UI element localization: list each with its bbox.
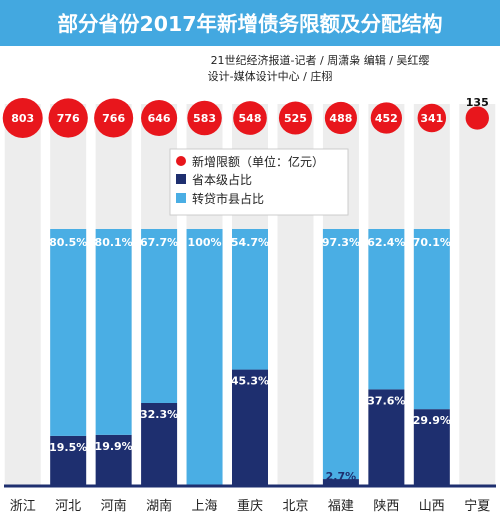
category-label: 山西 xyxy=(419,499,445,514)
limit-bubble xyxy=(324,101,357,135)
category-label: 浙江 xyxy=(10,499,36,514)
limit-bubble xyxy=(141,99,178,137)
limit-value: 646 xyxy=(148,112,171,125)
limit-value: 776 xyxy=(57,112,80,125)
label-provincial: 19.9% xyxy=(95,440,133,453)
limit-bubble xyxy=(94,98,134,138)
bar-provincial xyxy=(232,369,268,486)
label-provincial: 19.5% xyxy=(49,441,87,454)
legend-swatch-transfer xyxy=(176,193,186,203)
limit-value: 341 xyxy=(420,112,443,125)
limit-bubble xyxy=(417,103,447,133)
column-bg xyxy=(459,104,496,486)
label-transfer: 70.1% xyxy=(413,236,451,249)
credit-line-reporter: 21世纪经济报道-记者 / 周潇枭 编辑 / 吴红缨 xyxy=(211,53,430,67)
category-label: 陕西 xyxy=(373,499,399,514)
category-labels: 浙江 河北 河南 湖南 上海 重庆 北京 福建 陕西 山西 宁夏 xyxy=(10,498,491,514)
category-label: 宁夏 xyxy=(464,498,490,514)
limit-value: 548 xyxy=(239,112,262,125)
limit-value: 452 xyxy=(375,112,398,125)
bar-segments xyxy=(50,229,450,486)
bar-transfer xyxy=(413,229,450,410)
limit-bubble xyxy=(465,106,489,130)
bar-provincial xyxy=(322,479,359,486)
limit-value: 135 xyxy=(466,96,489,109)
label-transfer: 80.1% xyxy=(95,236,133,249)
limit-value: 766 xyxy=(102,112,125,125)
limit-value: 525 xyxy=(284,112,307,125)
label-provincial: 29.9% xyxy=(413,414,451,427)
bar-transfer xyxy=(50,229,87,436)
label-provincial: 32.3% xyxy=(140,408,178,421)
limit-bubble xyxy=(2,98,43,138)
limit-bubbles: 803 776 766 646 583 548 525 488 452 341 135 xyxy=(2,96,489,138)
bar-provincial xyxy=(141,402,178,486)
category-label: 福建 xyxy=(328,499,354,514)
bar-provincial xyxy=(368,389,405,486)
limit-bubble xyxy=(370,102,402,134)
percent-labels: 80.5% 19.5% 80.1% 19.9% 67.7% 32.3% 100% 54.7% 4… xyxy=(49,236,451,483)
bar-transfer xyxy=(141,229,178,403)
bar-transfer xyxy=(232,229,268,370)
limit-value: 803 xyxy=(11,112,34,125)
limit-value: 488 xyxy=(329,112,352,125)
bar-provincial xyxy=(50,435,87,486)
legend: 新增限额（单位：亿元） 省本级占比 转贷市县占比 xyxy=(169,148,349,216)
bar-transfer xyxy=(95,229,132,435)
legend-swatch-provincial xyxy=(176,174,186,184)
category-label: 河北 xyxy=(55,499,81,514)
label-transfer: 62.4% xyxy=(367,236,405,249)
limit-bubble xyxy=(187,100,222,136)
label-transfer: 54.7% xyxy=(231,236,269,249)
limit-value: 583 xyxy=(193,112,216,125)
limit-bubble xyxy=(278,101,312,135)
title-bar xyxy=(0,0,500,46)
legend-label-transfer: 转贷市县占比 xyxy=(192,191,264,206)
label-transfer: 97.3% xyxy=(322,236,360,249)
credit-line-design: 设计-媒体设计中心 / 庄栩 xyxy=(208,69,333,83)
label-provincial: 45.3% xyxy=(231,375,269,388)
category-label: 河南 xyxy=(101,498,127,514)
bar-transfer xyxy=(186,229,223,486)
chart-title: 部分省份2017年新增债务限额及分配结构 xyxy=(57,12,442,36)
label-transfer: 67.7% xyxy=(140,236,178,249)
label-provincial: 37.6% xyxy=(367,394,405,407)
bar-provincial xyxy=(95,434,132,486)
bar-transfer xyxy=(368,229,405,390)
legend-box xyxy=(169,148,349,216)
legend-label-provincial: 省本级占比 xyxy=(192,172,252,187)
category-label: 北京 xyxy=(282,499,308,514)
category-label: 上海 xyxy=(192,499,218,514)
limit-bubble xyxy=(233,101,267,135)
bar-transfer xyxy=(322,229,359,480)
bar-provincial xyxy=(413,409,450,486)
limit-bubble xyxy=(48,98,88,138)
column-bg xyxy=(4,104,41,486)
label-transfer: 100% xyxy=(188,236,222,249)
legend-label-limit: 新增限额（单位：亿元） xyxy=(192,154,324,169)
category-label: 湖南 xyxy=(146,498,172,514)
legend-swatch-bubble xyxy=(176,156,186,166)
label-provincial: 2.7% xyxy=(326,470,357,483)
category-label: 重庆 xyxy=(237,498,263,514)
label-transfer: 80.5% xyxy=(49,236,87,249)
